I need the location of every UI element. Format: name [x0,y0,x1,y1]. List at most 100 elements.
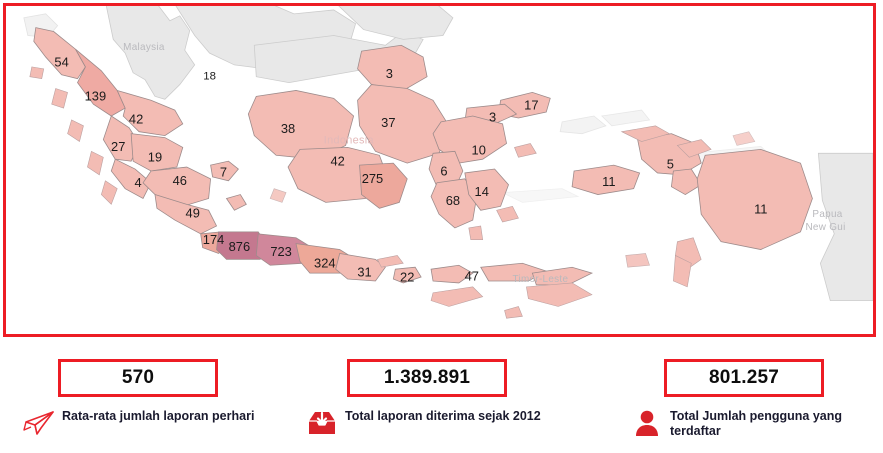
region-group-kalimantan [247,44,450,209]
stat-caption: Rata-rata jumlah laporan perhari [62,409,255,423]
value-kalimantan-barat: 38 [281,121,295,136]
value-nusa-tenggara-barat: 47 [465,268,479,283]
stat-footer: Total laporan diterima sejak 2012 [305,406,580,440]
value-kalimantan-tengah: 42 [331,154,345,169]
indonesia-choropleth-map: Malaysia Indonesia Timor-Leste Papua New… [3,3,876,337]
value-lampung: 49 [186,206,200,221]
value-sumatera-barat: 27 [111,139,125,154]
region-nusa-tenggara-timur-2 [531,266,594,286]
value-sulawesi-selatan: 68 [446,193,460,208]
stat-number: 801.257 [708,367,780,388]
islet-buton [496,205,519,223]
region-bengkulu [110,158,152,200]
region-riau [116,89,184,137]
value-riau: 42 [129,111,143,126]
region-group-east-indonesia [571,125,813,288]
timor-leste-label: Timor-Leste [512,274,568,285]
islet-timor [526,282,593,307]
islet-rote [504,306,523,319]
value-aceh: 54 [54,54,68,69]
map-canvas: Malaysia Indonesia Timor-Leste Papua New… [23,6,873,319]
islet-banggai [514,143,537,158]
islet-aru [673,254,692,288]
region-sumatera-barat [102,115,140,162]
value-maluku-utara: 5 [667,157,674,172]
islet-mentawai-2 [87,150,104,176]
region-aceh [33,27,86,80]
region-papua [696,148,813,250]
stat-number: 570 [121,367,155,388]
region-bali [392,266,422,284]
islet-mentawai-3 [101,180,118,205]
value-jawa-tengah: 324 [314,256,336,271]
islet-mentawai-1 [67,119,84,142]
stat-footer: Rata-rata jumlah laporan perhari [22,406,282,440]
region-lampung [154,193,218,235]
region-value-label-group: 54 139 42 27 19 4 46 7 49 174 876 723 32… [54,54,767,284]
user-icon [630,406,664,440]
stat-value-box: 570 [58,359,218,397]
value-sulawesi-utara: 17 [524,98,538,113]
islet-nias [51,88,68,109]
islet-seram [620,125,671,142]
region-kepulauan-riau [210,160,239,182]
stat-footer: Total Jumlah pengguna yang terdaftar [630,406,883,440]
region-kepulauan-bangka [225,194,247,211]
country-label-group: Malaysia Indonesia Timor-Leste Papua New… [123,42,845,285]
value-kalimantan-timur: 37 [381,115,395,130]
stat-value-box: 1.389.891 [347,359,507,397]
neighbour-landmass-group [23,6,873,302]
value-bengkulu: 4 [134,175,141,190]
value-sumatera-selatan: 46 [173,173,187,188]
value-sumatera-utara: 139 [85,89,107,104]
value-unlabelled-marker: 18 [203,71,216,83]
papua-new-guinea-label-line2: New Gui [805,222,845,233]
islet-madura [376,255,404,268]
islet-simeulue [29,66,45,80]
region-maluku-utara-tail [670,168,702,196]
islet-papua-west-1 [676,139,712,158]
value-sulawesi-barat: 6 [440,163,447,178]
malaysia-label: Malaysia [123,42,165,53]
value-banten: 174 [203,232,225,247]
region-group-sulawesi [428,92,551,241]
value-gorontalo: 3 [489,109,496,124]
stat-average-daily-reports: 570 Rata-rata jumlah laporan perhari [22,359,282,440]
region-maluku [571,164,641,195]
value-kepulauan-riau: 7 [220,164,227,179]
islet-halmahera-small [732,131,756,146]
islet-selayar [468,225,484,241]
region-sulawesi-tenggara [464,168,509,211]
value-papua: 11 [754,202,767,217]
value-kalimantan-selatan: 275 [362,171,384,186]
islet-tanimbar [625,253,650,268]
value-jawa-timur: 31 [357,265,371,280]
inbox-download-icon [305,406,339,440]
region-group-java [200,231,594,319]
stat-caption: Total laporan diterima sejak 2012 [345,409,541,423]
region-jawa-timur [335,253,386,282]
region-nusa-tenggara-barat [430,264,474,284]
value-maluku: 11 [602,174,615,189]
value-dki-jakarta: 876 [229,239,251,254]
stat-caption: Total Jumlah pengguna yang terdaftar [670,409,843,438]
region-kalimantan-selatan [359,162,408,209]
value-sulawesi-tenggara: 14 [475,184,489,199]
region-jambi [130,133,184,172]
region-group-sumatra [29,27,247,235]
stat-total-registered-users: 801.257 Total Jumlah pengguna yang terda… [630,359,883,440]
paper-plane-icon [22,406,56,440]
stat-value-box: 801.257 [664,359,824,397]
papua-new-guinea-label-line1: Papua [812,209,842,220]
stat-number: 1.389.891 [383,367,471,388]
region-kalimantan-utara [357,44,428,91]
indonesia-label: Indonesia [324,135,375,147]
value-kalimantan-utara: 3 [386,66,393,81]
value-jawa-barat: 723 [270,244,292,259]
region-sumatera-utara [75,48,126,117]
islet-karimata [269,188,287,203]
region-dki-jakarta [216,231,267,260]
islet-sumba [430,286,484,307]
stat-total-reports-received: 1.389.891 Total laporan diterima sejak 2… [305,359,580,440]
region-kalimantan-timur [357,84,450,164]
